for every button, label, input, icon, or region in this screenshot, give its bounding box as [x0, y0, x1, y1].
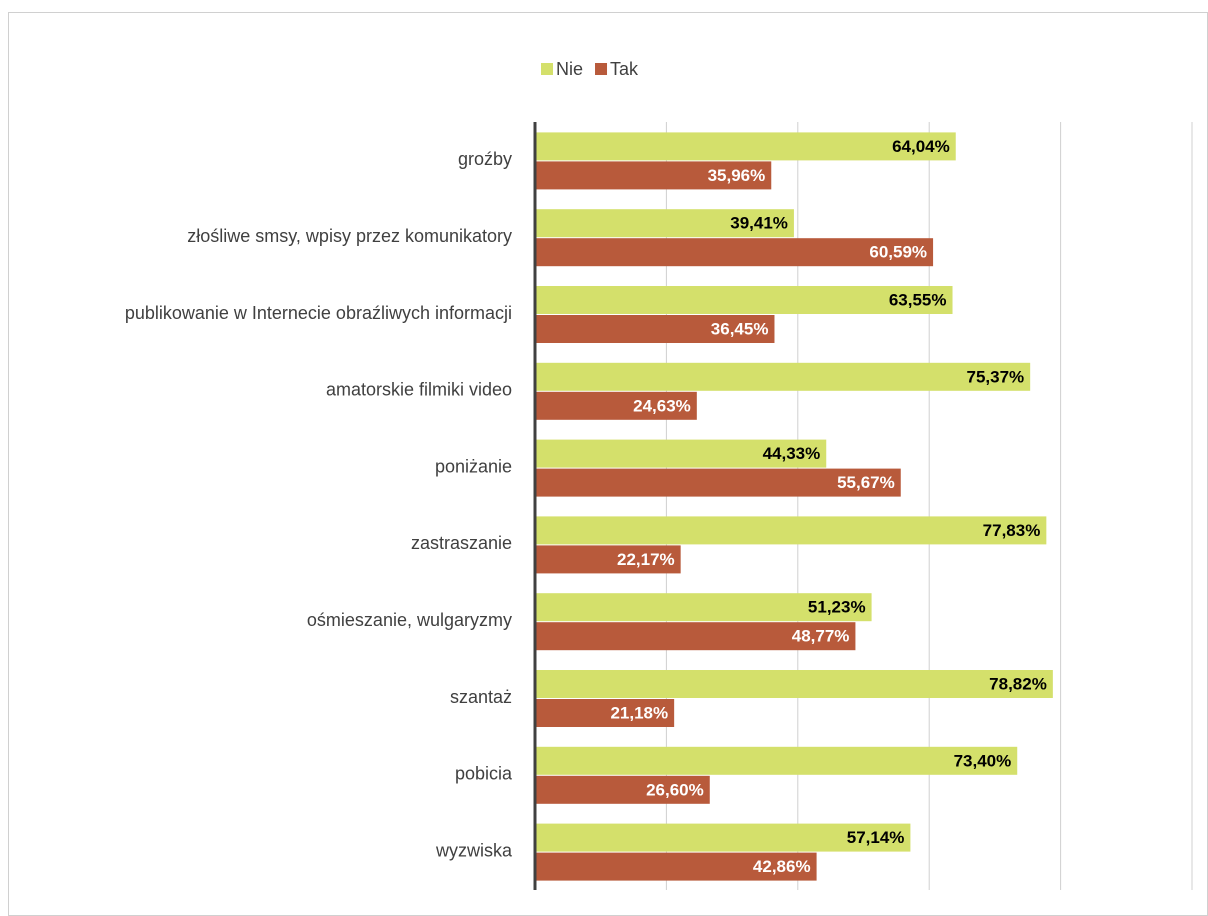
- value-label: 36,45%: [711, 319, 769, 338]
- y-tick-label: poniżanie: [435, 456, 512, 476]
- value-label: 39,41%: [730, 214, 788, 233]
- bar: [535, 545, 681, 574]
- bar: [535, 286, 953, 314]
- value-label: 77,83%: [983, 521, 1041, 540]
- value-label: 44,33%: [763, 444, 821, 463]
- value-label: 21,18%: [610, 703, 668, 722]
- value-label: 22,17%: [617, 550, 675, 569]
- value-label: 78,82%: [989, 674, 1047, 693]
- y-tick-label: wyzwiska: [435, 840, 513, 860]
- y-tick-label: groźby: [458, 149, 512, 169]
- bar: [535, 823, 911, 852]
- bar: [535, 775, 710, 804]
- value-label: 63,55%: [889, 290, 947, 309]
- bar: [535, 209, 794, 238]
- bar: [535, 746, 1018, 775]
- bar: [535, 391, 697, 420]
- value-label: 26,60%: [646, 780, 704, 799]
- y-tick-label: złośliwe smsy, wpisy przez komunikatory: [187, 226, 512, 246]
- bar: [535, 238, 934, 267]
- value-label: 51,23%: [808, 598, 866, 617]
- value-label: 42,86%: [753, 857, 811, 876]
- bar: [535, 593, 872, 622]
- bar: [535, 852, 817, 881]
- bar: [535, 362, 1031, 391]
- legend-label: Nie: [556, 59, 583, 79]
- value-label: 73,40%: [954, 751, 1012, 770]
- y-tick-label: szantaż: [450, 687, 512, 707]
- value-label: 35,96%: [708, 166, 766, 185]
- value-label: 48,77%: [792, 627, 850, 646]
- y-tick-label: ośmieszanie, wulgaryzmy: [307, 610, 512, 630]
- value-label: 55,67%: [837, 473, 895, 492]
- y-tick-label: zastraszanie: [411, 533, 512, 553]
- value-label: 60,59%: [869, 243, 927, 262]
- bar: [535, 622, 856, 651]
- y-tick-label: publikowanie w Internecie obraźliwych in…: [125, 303, 512, 323]
- bar: [535, 132, 956, 161]
- legend-label: Tak: [610, 59, 639, 79]
- value-label: 75,37%: [967, 367, 1025, 386]
- bar: [535, 439, 827, 468]
- bar: [535, 670, 1053, 698]
- bar: [535, 315, 775, 343]
- bar: [535, 161, 772, 190]
- bar: [535, 516, 1047, 545]
- legend-swatch: [541, 63, 553, 75]
- bar: [535, 699, 675, 727]
- legend-swatch: [595, 63, 608, 75]
- y-tick-label: amatorskie filmiki video: [326, 380, 512, 400]
- value-label: 24,63%: [633, 396, 691, 415]
- bar: [535, 468, 901, 497]
- y-tick-label: pobicia: [455, 764, 513, 784]
- value-label: 64,04%: [892, 137, 950, 156]
- value-label: 57,14%: [847, 828, 905, 847]
